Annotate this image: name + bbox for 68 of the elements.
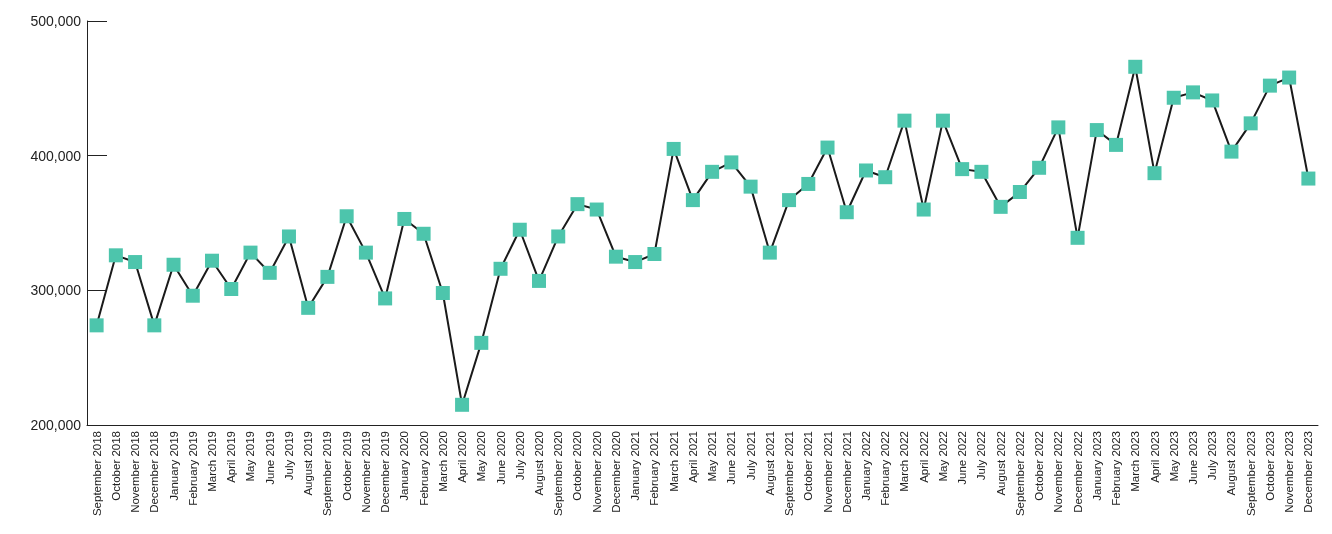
y-tick-label: 400,000 — [30, 147, 82, 164]
x-tick-label: March 2019 — [206, 431, 219, 492]
x-tick-label: December 2018 — [148, 431, 161, 513]
x-tick-label: December 2022 — [1071, 431, 1084, 513]
x-tick-label: July 2022 — [975, 431, 988, 481]
x-tick-label: October 2020 — [571, 431, 584, 501]
x-tick-label: October 2019 — [340, 431, 353, 501]
x-tick-label: June 2019 — [263, 431, 276, 485]
x-tick-label: February 2023 — [1110, 431, 1123, 506]
x-tick-label: April 2023 — [1148, 431, 1161, 483]
x-tick-label: April 2022 — [917, 431, 930, 483]
x-tick-label: May 2021 — [706, 431, 719, 482]
x-tick-label: September 2022 — [1013, 431, 1026, 517]
x-tick-label: June 2020 — [494, 431, 507, 485]
x-tick-label: February 2019 — [186, 431, 199, 506]
x-tick-label: October 2022 — [1033, 431, 1046, 501]
x-tick-label: November 2018 — [129, 431, 142, 513]
x-tick-label: January 2021 — [629, 431, 642, 501]
x-tick-label: July 2021 — [744, 431, 757, 481]
x-tick-label: May 2023 — [1167, 431, 1180, 482]
x-tick-label: September 2020 — [552, 431, 565, 517]
x-tick-label: November 2021 — [821, 431, 834, 513]
x-tick-label: February 2021 — [648, 431, 661, 506]
x-tick-label: June 2023 — [1186, 431, 1199, 485]
x-tick-label: September 2019 — [321, 431, 334, 517]
x-tick-label: December 2020 — [609, 431, 622, 513]
x-tick-label: February 2020 — [417, 431, 430, 506]
y-tick-label: 300,000 — [30, 282, 82, 299]
x-tick-label: March 2021 — [667, 431, 680, 492]
x-tick-label: July 2020 — [513, 431, 526, 481]
x-tick-label: May 2022 — [936, 431, 949, 482]
x-tick-label: September 2021 — [783, 431, 796, 517]
x-tick-label: January 2019 — [167, 431, 180, 501]
x-tick-label: April 2019 — [225, 431, 238, 483]
x-tick-label: July 2023 — [1206, 431, 1219, 481]
x-tick-label: January 2022 — [859, 431, 872, 501]
x-tick-label: November 2023 — [1283, 431, 1296, 513]
x-tick-label: August 2020 — [533, 431, 546, 496]
x-tick-label: June 2022 — [956, 431, 969, 485]
y-tick-label: 500,000 — [30, 13, 82, 29]
x-tick-label: August 2021 — [763, 431, 776, 496]
x-tick-label: June 2021 — [725, 431, 738, 485]
x-tick-label: March 2023 — [1129, 431, 1142, 492]
x-tick-label: November 2019 — [359, 431, 372, 513]
x-tick-label: November 2022 — [1052, 431, 1065, 513]
x-tick-label: August 2022 — [994, 431, 1007, 496]
x-tick-label: July 2019 — [282, 431, 295, 481]
x-tick-label: May 2020 — [475, 431, 488, 482]
x-tick-label: March 2020 — [436, 431, 449, 492]
x-tick-label: August 2019 — [302, 431, 315, 496]
x-tick-label: September 2018 — [90, 431, 103, 517]
x-tick-label: September 2023 — [1244, 431, 1257, 517]
x-tick-label: October 2018 — [109, 431, 122, 501]
x-tick-label: May 2019 — [244, 431, 257, 482]
x-tick-label: February 2022 — [879, 431, 892, 506]
x-tick-label: August 2023 — [1225, 431, 1238, 496]
x-tick-label: December 2021 — [840, 431, 853, 513]
x-tick-label: April 2020 — [456, 431, 469, 483]
x-tick-label: March 2022 — [898, 431, 911, 492]
x-tick-label: October 2021 — [802, 431, 815, 501]
x-tick-label: October 2023 — [1263, 431, 1276, 501]
x-tick-label: December 2023 — [1302, 431, 1315, 513]
x-tick-label: April 2021 — [686, 431, 699, 483]
x-tick-label: December 2019 — [379, 431, 392, 513]
x-tick-label: January 2023 — [1090, 431, 1103, 501]
y-tick-label: 200,000 — [30, 417, 82, 433]
x-tick-label: November 2020 — [590, 431, 603, 513]
x-tick-label: January 2020 — [398, 431, 411, 501]
